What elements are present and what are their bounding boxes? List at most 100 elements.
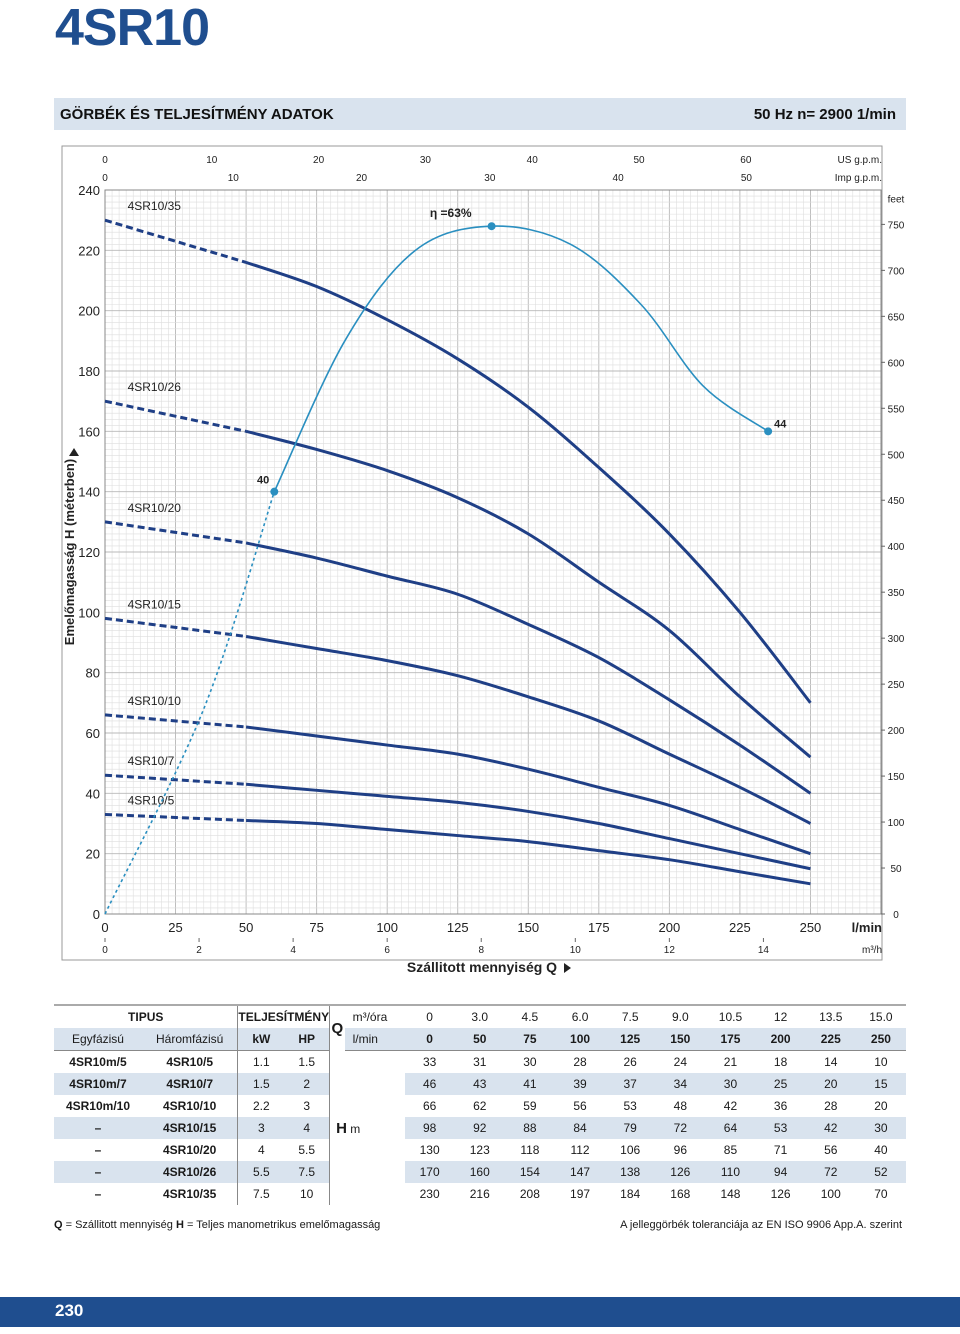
efficiency-peak-label: η =63% [430,206,472,220]
series-line [245,782,811,871]
series-label: 4SR10/15 [128,597,182,611]
efficiency-peak-marker [487,222,496,231]
series-line [245,429,812,759]
x-tick-label-m3h: 14 [758,945,770,956]
head-value: 126 [770,1187,791,1201]
head-value: 106 [620,1143,641,1157]
series-line-dashed [104,812,247,822]
hdr-egyfazisu: Egyfázisú [54,1028,142,1051]
head-value: 92 [454,1117,505,1139]
y-tick-label-feet: 700 [888,266,905,277]
head-value: 25 [755,1073,806,1095]
head-value: 72 [655,1117,706,1139]
hdr-kw: kW [237,1028,285,1051]
power-kw: 1.5 [237,1073,285,1095]
banner-title: GÖRBÉK ÉS TELJESÍTMÉNY ADATOK [60,106,334,123]
lmin-value: 250 [855,1028,906,1051]
head-value: 37 [605,1073,656,1095]
three-phase-model: 4SR10/5 [166,1055,214,1069]
head-value: 31 [473,1055,487,1069]
x-tick-label-usgpm: 50 [633,155,645,166]
table-row: – 4SR10/35 7.5 10 230 216 208 197 184 168 148 126 10… [54,1183,906,1205]
head-value: 112 [570,1143,590,1157]
head-value: 20 [874,1099,888,1113]
series-label: 4SR10/26 [128,380,182,394]
three-phase-model: 4SR10/15 [141,1117,238,1139]
head-value: 30 [523,1055,537,1069]
head-value: 18 [773,1055,788,1069]
head-value: 100 [820,1187,841,1201]
efficiency-right-marker [764,427,773,436]
power-hp: 3 [303,1099,311,1113]
y-tick-label: 220 [78,243,100,258]
series-line [246,818,811,886]
lmin-value: 175 [705,1028,756,1051]
x-tick-label-usgpm: 20 [313,155,325,166]
x-tick-label-impgpm: 30 [484,173,496,184]
head-value: 48 [673,1099,687,1113]
head-value: 184 [620,1187,641,1201]
head-value: 21 [723,1055,738,1069]
series-label: 4SR10/7 [128,754,175,768]
head-value: 42 [805,1117,856,1139]
y-tick-label: 40 [86,786,100,801]
y-axis-arrow [69,448,79,456]
y-unit-feet: feet [888,194,905,205]
head-value: 197 [570,1187,591,1201]
head-label: H m [329,1050,405,1205]
efficiency-right-label: 44 [774,418,787,430]
m3h-value: 9.0 [655,1004,706,1028]
head-value: 20 [805,1073,856,1095]
x-tick-label-m3h: 12 [664,945,676,956]
y-tick-label-feet: 300 [888,634,905,645]
y-tick-label: 0 [93,907,100,922]
y-tick-label-feet: 400 [888,542,905,553]
y-tick-label: 140 [78,485,100,500]
head-value: 24 [673,1055,687,1069]
head-value: 30 [855,1117,906,1139]
x-tick-label-m3h: 4 [290,945,296,956]
table-row: –4SR10/15 3 4 98 92 88 84 79 72 64 53 42 30 [54,1117,906,1139]
single-phase-model: 4SR10m/7 [54,1073,142,1095]
performance-table: TIPUS TELJESÍTMÉNY Q m³/óra 0 3.0 4.5 6.0 7.… [54,1004,906,1205]
x-tick-label-impgpm: 40 [613,173,625,184]
series-line [245,541,812,795]
head-value: 28 [824,1099,838,1113]
m3h-value: 15.0 [855,1004,906,1028]
y-tick-label-feet: 250 [888,680,905,691]
lmin-value: 150 [655,1028,706,1051]
y-tick-label: 200 [78,304,100,319]
series-line-dashed [104,616,247,638]
single-phase-model: – [94,1187,102,1201]
y-tick-label: 120 [78,545,100,560]
power-kw: 4 [237,1139,285,1161]
single-phase-model: – [94,1143,102,1157]
hdr-tipus: TIPUS [54,1004,238,1028]
m3h-value: 6.0 [554,1004,606,1028]
page-number: 230 [55,1301,84,1320]
lmin-value: 200 [755,1028,806,1051]
head-value: 64 [705,1117,756,1139]
series-line-dashed [104,713,247,729]
series-label: 4SR10/35 [128,199,182,213]
series-label: 4SR10/10 [128,694,182,708]
x-tick-label-m3h: 0 [102,945,108,956]
head-value: 39 [554,1073,606,1095]
head-value: 14 [824,1055,838,1069]
y-tick-label-feet: 650 [888,312,905,323]
efficiency-curve-dashed [104,491,276,915]
power-hp: 10 [299,1187,314,1201]
x-axis-label: Szállitott mennyiség Q [407,959,557,975]
lmin-value: 75 [504,1028,555,1051]
footnote-right: A jelleggörbék toleranciája az EN ISO 99… [620,1219,902,1231]
lmin-value: 225 [805,1028,856,1051]
head-value: 85 [723,1143,738,1157]
x-unit-m3h: m³/h [862,945,882,956]
hdr-lmin: l/min [344,1028,405,1051]
three-phase-model: 4SR10/7 [141,1073,238,1095]
x-tick-label: 100 [376,920,398,935]
head-value: 36 [773,1099,788,1113]
y-tick-label-feet: 550 [888,404,905,415]
x-tick-label: 175 [588,920,610,935]
y-tick-label-feet: 150 [888,772,905,783]
